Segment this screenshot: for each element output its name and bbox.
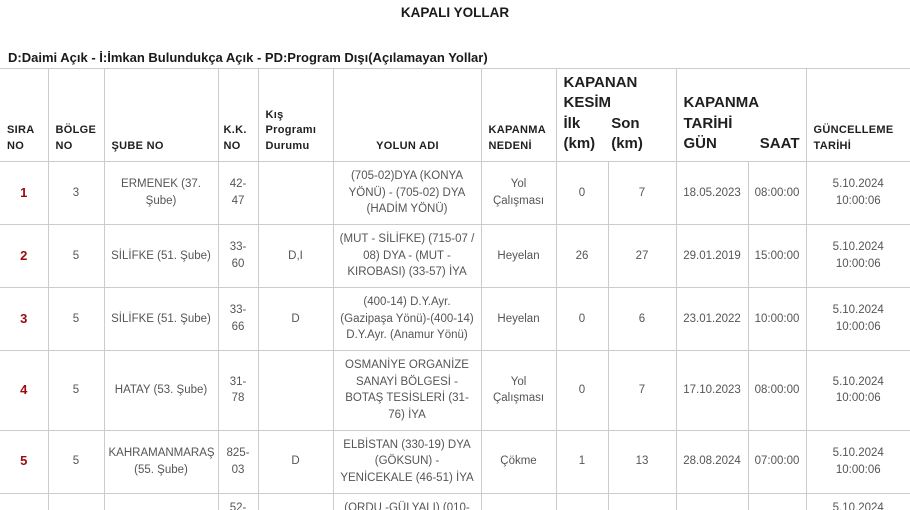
son-km-label: Son (km) bbox=[611, 114, 643, 152]
cell-kis-programi-durumu: D bbox=[257, 287, 334, 352]
cell-guncelleme-tarihi: 5.10.2024 10:00:06 bbox=[805, 224, 910, 289]
cell-kapanma-saat: 07:00:00 bbox=[747, 429, 807, 494]
col-header-kapanma-nedeni: KAPANMA NEDENİ bbox=[480, 68, 557, 162]
cell-sube-no: HATAY (53. Şube) bbox=[103, 350, 219, 431]
cell-sira-no: 4 bbox=[0, 350, 49, 431]
cell-kk-no: 52-26 bbox=[217, 492, 259, 510]
cell-kk-no: 33-66 bbox=[217, 287, 259, 352]
cell-kis-programi-durumu: D bbox=[257, 429, 334, 494]
cell-sube-no: SİLİFKE (51. Şube) bbox=[103, 224, 219, 289]
cell-kis-programi-durumu: D,I bbox=[257, 224, 334, 289]
cell-kapanma-nedeni: Heyelan bbox=[480, 224, 557, 289]
gun-label: GÜN bbox=[683, 134, 717, 152]
cell-son-km: 13 bbox=[607, 429, 677, 494]
col-header-kapanan-kesim: KAPANAN KESİM İlk (km) Son (km) bbox=[555, 68, 677, 162]
cell-ilk-km: 0 bbox=[555, 350, 609, 431]
col-header-bolge-no: BÖLGE NO bbox=[47, 68, 105, 162]
cell-son-km: 7 bbox=[607, 350, 677, 431]
cell-guncelleme-tarihi: 5.10.2024 10:00:06 bbox=[805, 287, 910, 352]
table-header-row: SIRA NO BÖLGE NO ŞUBE NO K.K. NO Kış Pro… bbox=[0, 68, 910, 162]
kapanan-kesim-label: KAPANAN KESİM bbox=[563, 74, 638, 112]
cell-ilk-km: 0 bbox=[555, 160, 609, 226]
cell-kapanma-gun: 18.05.2023 bbox=[675, 160, 749, 226]
cell-kis-programi-durumu bbox=[257, 350, 334, 431]
cell-sira-no: 2 bbox=[0, 224, 49, 289]
ilk-km-label: İlk (km) bbox=[563, 114, 596, 152]
cell-kapanma-nedeni: Çökme bbox=[480, 429, 557, 494]
cell-kapanma-saat: 08:00:00 bbox=[747, 350, 807, 431]
cell-son-km: 6 bbox=[607, 287, 677, 352]
cell-sube-no: KAHRAMANMARAŞ (55. Şube) bbox=[103, 429, 219, 494]
cell-yolun-adi: (ORDU -GÜLYALI) (010-18) DYA - SARAYCIK bbox=[332, 492, 482, 510]
cell-sube-no: ERMENEK (37. Şube) bbox=[103, 160, 219, 226]
cell-yolun-adi: OSMANİYE ORGANİZE SANAYİ BÖLGESİ - BOTAŞ… bbox=[332, 350, 482, 431]
cell-kapanma-gun: 17.10.2023 bbox=[675, 350, 749, 431]
cell-bolge-no: 3 bbox=[47, 160, 105, 226]
table-row: 3 5 SİLİFKE (51. Şube) 33-66 D (400-14) … bbox=[0, 287, 910, 352]
cell-guncelleme-tarihi: 5.10.2024 10:00:06 bbox=[805, 350, 910, 431]
cell-son-km: 7 bbox=[607, 160, 677, 226]
cell-kapanma-saat: 10:00:00 bbox=[747, 287, 807, 352]
cell-kis-programi-durumu: I bbox=[257, 492, 334, 510]
col-header-yolun-adi: YOLUN ADI bbox=[332, 68, 482, 162]
table-row: 2 5 SİLİFKE (51. Şube) 33-60 D,I (MUT - … bbox=[0, 224, 910, 289]
cell-bolge-no: 5 bbox=[47, 287, 105, 352]
page-title: KAPALI YOLLAR bbox=[400, 5, 510, 20]
cell-sube-no: ORDU (77. Şube) bbox=[103, 492, 219, 510]
cell-guncelleme-tarihi: 5.10.2024 10:00:06 bbox=[805, 160, 910, 226]
cell-yolun-adi: (705-02)DYA (KONYA YÖNÜ) - (705-02) DYA … bbox=[332, 160, 482, 226]
cell-sube-no: SİLİFKE (51. Şube) bbox=[103, 287, 219, 352]
col-header-kapanma-tarihi: KAPANMA TARİHİ GÜN SAAT bbox=[675, 68, 807, 162]
cell-yolun-adi: ELBİSTAN (330-19) DYA (GÖKSUN) - YENİCEK… bbox=[332, 429, 482, 494]
cell-sira-no: 3 bbox=[0, 287, 49, 352]
table-row: 4 5 HATAY (53. Şube) 31-78 OSMANİYE ORGA… bbox=[0, 350, 910, 431]
cell-bolge-no: 5 bbox=[47, 224, 105, 289]
cell-ilk-km: 26 bbox=[555, 224, 609, 289]
cell-kapanma-nedeni: Yol Çalışması bbox=[480, 160, 557, 226]
cell-ilk-km: 6 bbox=[555, 492, 609, 510]
col-header-sube-no: ŞUBE NO bbox=[103, 68, 219, 162]
cell-sira-no: 6 bbox=[0, 492, 49, 510]
cell-kapanma-saat: 08:00:00 bbox=[747, 160, 807, 226]
cell-sira-no: 5 bbox=[0, 429, 49, 494]
cell-kapanma-saat: 15:00:00 bbox=[747, 224, 807, 289]
col-header-kk-no: K.K. NO bbox=[217, 68, 259, 162]
cell-guncelleme-tarihi: 5.10.2024 10:00:06 bbox=[805, 429, 910, 494]
table-row: 1 3 ERMENEK (37. Şube) 42-47 (705-02)DYA… bbox=[0, 160, 910, 226]
cell-kapanma-gun: 28.08.2024 bbox=[675, 429, 749, 494]
cell-kk-no: 42-47 bbox=[217, 160, 259, 226]
kapanma-tarihi-label: KAPANMA TARİHİ bbox=[683, 94, 759, 132]
cell-kapanma-nedeni: Heyelan bbox=[480, 492, 557, 510]
cell-kk-no: 33-60 bbox=[217, 224, 259, 289]
cell-kapanma-saat: 17:00:00 bbox=[747, 492, 807, 510]
cell-bolge-no: 7 bbox=[47, 492, 105, 510]
col-header-kis-programi: Kış Programı Durumu bbox=[257, 68, 334, 162]
cell-kapanma-nedeni: Heyelan bbox=[480, 287, 557, 352]
cell-ilk-km: 1 bbox=[555, 429, 609, 494]
cell-bolge-no: 5 bbox=[47, 350, 105, 431]
cell-bolge-no: 5 bbox=[47, 429, 105, 494]
status-legend: D:Daimi Açık - İ:İmkan Bulundukça Açık -… bbox=[8, 50, 488, 65]
cell-yolun-adi: (MUT - SİLİFKE) (715-07 / 08) DYA - (MUT… bbox=[332, 224, 482, 289]
cell-kapanma-nedeni: Yol Çalışması bbox=[480, 350, 557, 431]
cell-ilk-km: 0 bbox=[555, 287, 609, 352]
table-body: 1 3 ERMENEK (37. Şube) 42-47 (705-02)DYA… bbox=[0, 160, 910, 510]
cell-son-km: 27 bbox=[607, 224, 677, 289]
col-header-sira-no: SIRA NO bbox=[0, 68, 49, 162]
cell-sira-no: 1 bbox=[0, 160, 49, 226]
cell-kapanma-gun: 29.01.2019 bbox=[675, 224, 749, 289]
col-header-guncelleme-tarihi: GÜNCELLEME TARİHİ bbox=[805, 68, 910, 162]
cell-yolun-adi: (400-14) D.Y.Ayr. (Gazipaşa Yönü)-(400-1… bbox=[332, 287, 482, 352]
closed-roads-table: SIRA NO BÖLGE NO ŞUBE NO K.K. NO Kış Pro… bbox=[0, 68, 910, 510]
table-row: 5 5 KAHRAMANMARAŞ (55. Şube) 825-03 D EL… bbox=[0, 429, 910, 494]
cell-kk-no: 31-78 bbox=[217, 350, 259, 431]
cell-kk-no: 825-03 bbox=[217, 429, 259, 494]
saat-label: SAAT bbox=[759, 134, 800, 152]
cell-kapanma-gun: 23.01.2022 bbox=[675, 287, 749, 352]
cell-kapanma-gun: 31.07.2024 bbox=[675, 492, 749, 510]
cell-son-km: 7 bbox=[607, 492, 677, 510]
table-row: 6 7 ORDU (77. Şube) 52-26 I (ORDU -GÜLYA… bbox=[0, 492, 910, 510]
cell-guncelleme-tarihi: 5.10.2024 10:00:06 bbox=[805, 492, 910, 510]
cell-kis-programi-durumu bbox=[257, 160, 334, 226]
